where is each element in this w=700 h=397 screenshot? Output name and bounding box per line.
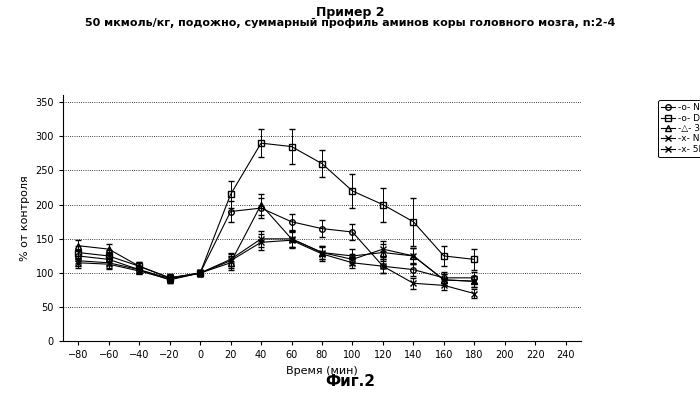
Text: 50 мкмоль/кг, подожно, суммарный профиль аминов коры головного мозга, n:2-4: 50 мкмоль/кг, подожно, суммарный профиль…: [85, 18, 615, 28]
X-axis label: Время (мин): Время (мин): [286, 366, 358, 376]
Text: Пример 2: Пример 2: [316, 6, 384, 19]
Legend: -o- NA, -o- DA, -△- 3MT, -x- NM, -x- 5HT: -o- NA, -o- DA, -△- 3MT, -x- NM, -x- 5HT: [658, 100, 700, 158]
Text: Фиг.2: Фиг.2: [325, 374, 375, 389]
Y-axis label: % от контроля: % от контроля: [20, 175, 30, 261]
